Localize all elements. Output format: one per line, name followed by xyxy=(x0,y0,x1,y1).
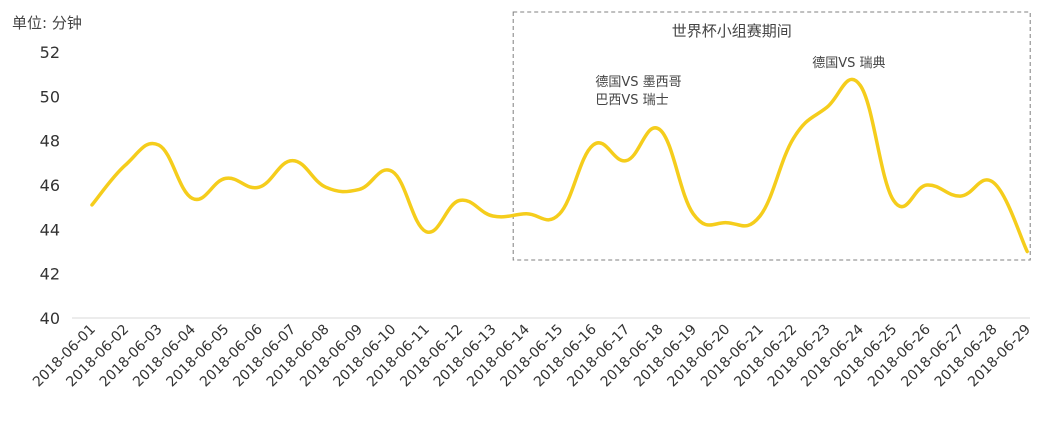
unit-label: 单位: 分钟 xyxy=(12,14,82,32)
y-tick-label: 44 xyxy=(40,220,60,239)
y-axis-ticks: 40 42 44 46 48 50 52 xyxy=(40,43,60,328)
x-axis-ticks: 2018-06-012018-06-022018-06-032018-06-04… xyxy=(30,321,1034,390)
y-tick-label: 42 xyxy=(40,265,60,284)
world-cup-period-title: 世界杯小组赛期间 xyxy=(672,22,792,40)
y-tick-label: 40 xyxy=(40,309,60,328)
y-tick-label: 52 xyxy=(40,43,60,62)
y-tick-label: 48 xyxy=(40,132,60,151)
match-annotation-label: 德国VS 墨西哥 xyxy=(595,75,681,90)
match-annotation-label: 巴西VS 瑞士 xyxy=(595,93,668,108)
match-annotation-label: 德国VS 瑞典 xyxy=(812,56,885,71)
y-tick-label: 46 xyxy=(40,176,60,195)
world-cup-period-box xyxy=(512,11,1031,261)
y-tick-label: 50 xyxy=(40,87,60,106)
series-line xyxy=(90,77,1029,254)
